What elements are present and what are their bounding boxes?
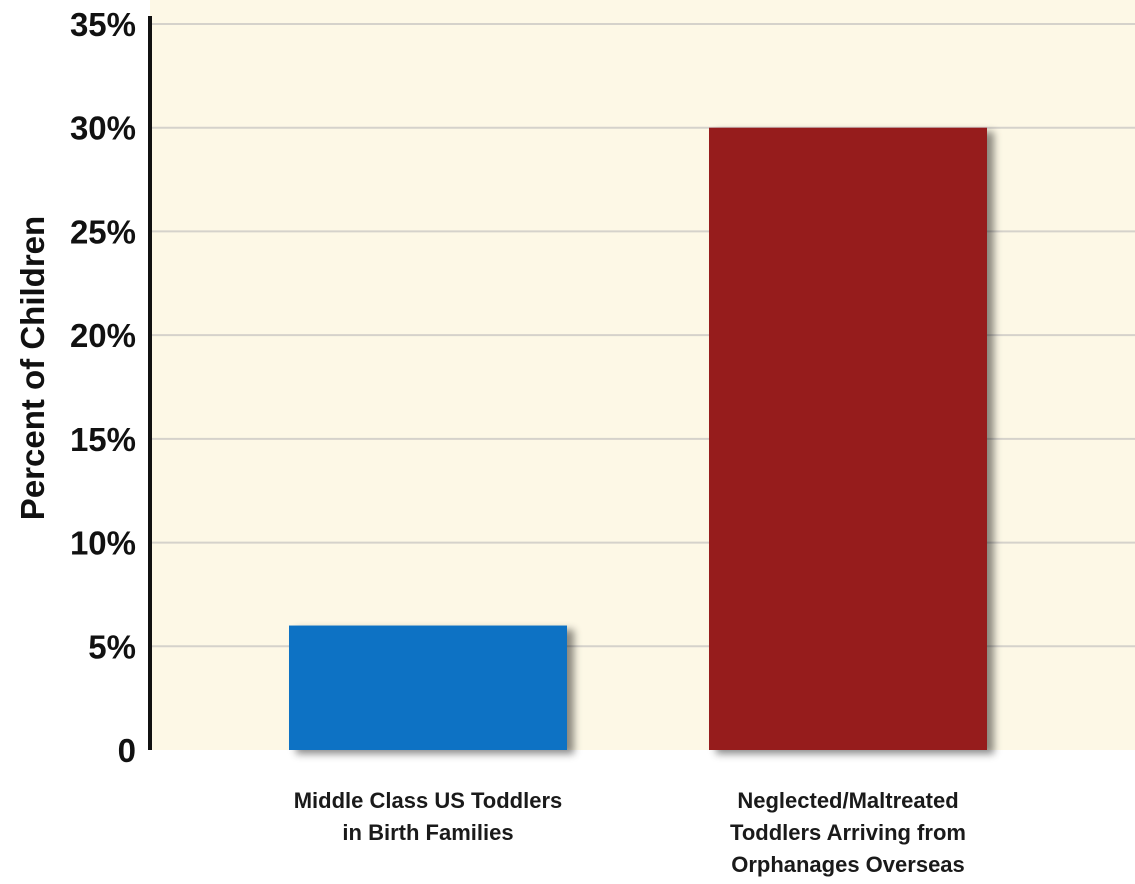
y-tick-label: 15% (70, 421, 136, 458)
bars (289, 127, 987, 750)
y-tick-label: 35% (70, 6, 136, 43)
bar (289, 625, 567, 750)
y-tick-labels: 0 5% 10% 15% 20% 25% 30% 35% (70, 6, 136, 769)
y-axis-label: Percent of Children (14, 216, 51, 520)
bar (709, 127, 987, 750)
x-category-labels: Middle Class US Toddlers in Birth Familie… (294, 788, 966, 877)
y-tick-label: 20% (70, 317, 136, 354)
y-tick-label: 10% (70, 525, 136, 562)
y-tick-label: 25% (70, 213, 136, 250)
x-category-label: Middle Class US Toddlers in Birth Familie… (294, 788, 563, 845)
y-tick-label: 5% (88, 628, 136, 665)
x-category-label: Neglected/Maltreated Toddlers Arriving fr… (730, 788, 966, 877)
y-tick-label: 0 (118, 732, 136, 769)
y-tick-label: 30% (70, 110, 136, 147)
